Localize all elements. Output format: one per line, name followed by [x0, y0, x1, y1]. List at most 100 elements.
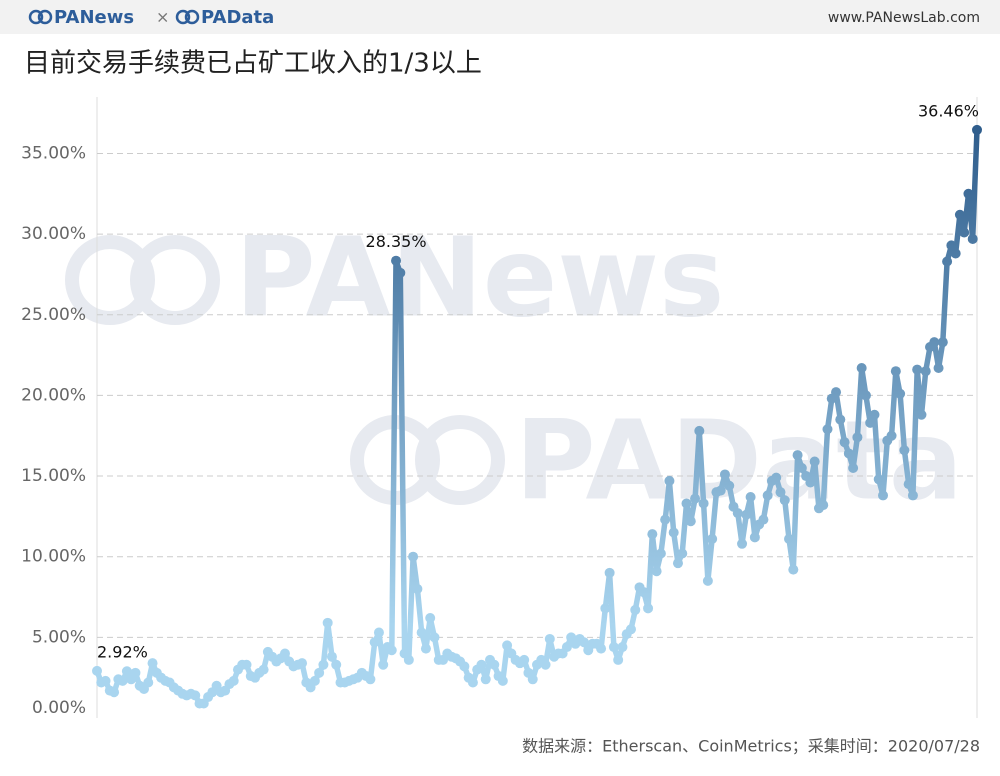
point	[664, 475, 675, 486]
point	[724, 480, 735, 491]
point	[476, 659, 487, 670]
point	[467, 677, 478, 688]
point	[279, 648, 290, 659]
watermark: PAData	[515, 396, 963, 524]
point	[809, 456, 820, 467]
point	[502, 640, 513, 651]
point	[685, 516, 696, 527]
point	[241, 659, 252, 670]
point	[391, 255, 402, 266]
point	[916, 409, 927, 420]
point	[865, 417, 876, 428]
point	[707, 533, 718, 544]
point	[749, 532, 760, 543]
data-label: 36.46%	[918, 101, 979, 120]
point	[117, 675, 128, 686]
point	[638, 587, 649, 598]
point	[903, 479, 914, 490]
point	[326, 651, 337, 662]
point	[672, 558, 683, 569]
data-label: 28.35%	[366, 232, 427, 251]
point	[788, 564, 799, 575]
point	[963, 188, 974, 199]
point	[258, 664, 269, 675]
separator: ×	[156, 8, 169, 27]
point	[395, 267, 406, 278]
point	[677, 548, 688, 559]
point	[309, 675, 320, 686]
y-tick-label: 0.00%	[32, 698, 86, 718]
point	[143, 677, 154, 688]
point	[950, 248, 961, 259]
point	[779, 495, 790, 506]
point	[886, 430, 897, 441]
point	[109, 687, 120, 698]
point	[784, 533, 795, 544]
point	[147, 658, 158, 669]
brand: PAData	[201, 7, 274, 28]
point	[873, 474, 884, 485]
point	[578, 637, 589, 648]
source-note: 数据来源：Etherscan、CoinMetrics；采集时间：2020/07/…	[522, 737, 980, 756]
point	[643, 603, 654, 614]
point	[737, 538, 748, 549]
brand: PANews	[54, 7, 134, 28]
point	[596, 643, 607, 654]
y-tick-label: 20.00%	[21, 385, 86, 405]
point	[942, 256, 953, 267]
point	[933, 362, 944, 373]
y-tick-label: 30.00%	[21, 224, 86, 244]
point	[647, 529, 658, 540]
point	[121, 666, 132, 677]
point	[373, 627, 384, 638]
chart-title: 目前交易手续费已占矿工收入的1/3以上	[24, 49, 482, 79]
point	[681, 498, 692, 509]
point	[600, 603, 611, 614]
y-tick-label: 35.00%	[21, 143, 86, 163]
point	[613, 654, 624, 665]
point	[403, 654, 414, 665]
point	[190, 690, 201, 701]
point	[369, 637, 380, 648]
point	[608, 642, 619, 653]
point	[818, 500, 829, 511]
point	[480, 674, 491, 685]
logo-icon	[28, 9, 200, 25]
point	[967, 233, 978, 244]
point	[715, 485, 726, 496]
point	[732, 508, 743, 519]
point	[331, 659, 342, 670]
point	[843, 448, 854, 459]
point	[365, 674, 376, 685]
point	[848, 462, 859, 473]
point	[100, 675, 111, 686]
point	[852, 432, 863, 443]
point	[412, 583, 423, 594]
point	[719, 469, 730, 480]
point	[907, 490, 918, 501]
point	[805, 477, 816, 488]
point	[972, 124, 982, 135]
point	[771, 472, 782, 483]
point	[497, 675, 508, 686]
header-bar	[0, 0, 1000, 34]
point	[561, 642, 572, 653]
point	[408, 551, 419, 562]
point	[386, 645, 397, 656]
point	[745, 492, 756, 503]
y-tick-label: 10.00%	[21, 547, 86, 567]
point	[831, 387, 842, 398]
point	[297, 658, 308, 669]
point	[890, 366, 901, 377]
point	[895, 388, 906, 399]
point	[741, 509, 752, 520]
point	[655, 548, 666, 559]
point	[651, 566, 662, 577]
point	[869, 409, 880, 420]
point	[429, 632, 440, 643]
point	[378, 659, 389, 670]
data-label: 2.92%	[97, 642, 148, 661]
point	[762, 490, 773, 501]
